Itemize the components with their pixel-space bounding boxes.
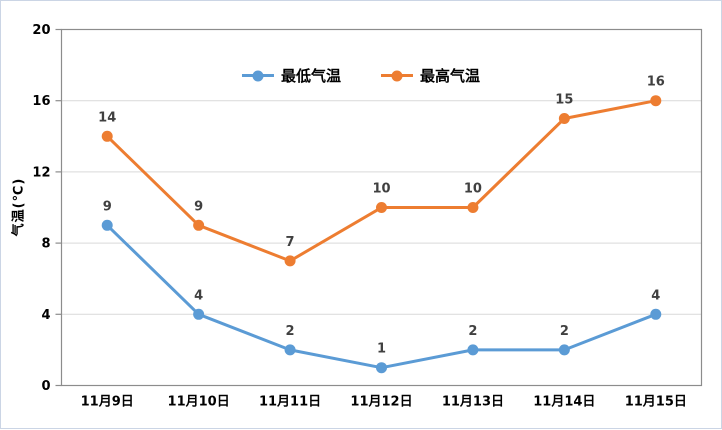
data-point-label: 7 — [286, 235, 295, 250]
data-point-marker — [650, 308, 662, 320]
data-point-marker — [558, 344, 570, 356]
y-tick-label: 8 — [41, 237, 50, 252]
y-tick-label: 12 — [32, 165, 50, 180]
legend-item-min-temp: 最低气温 — [241, 65, 341, 86]
data-point-label: 10 — [464, 182, 482, 197]
data-point-label: 14 — [98, 110, 116, 125]
legend: 最低气温 最高气温 — [241, 65, 480, 86]
data-point-marker — [193, 219, 205, 231]
x-category-label: 11月10日 — [168, 395, 230, 410]
legend-item-max-temp: 最高气温 — [381, 65, 480, 86]
y-axis-title: 气温(℃) — [11, 177, 27, 237]
data-point-marker — [101, 219, 113, 231]
y-tick-label: 20 — [32, 23, 50, 38]
data-point-marker — [467, 344, 479, 356]
data-point-label: 9 — [103, 199, 112, 214]
legend-label-max-temp: 最高气温 — [420, 67, 481, 85]
data-point-marker — [101, 130, 113, 142]
data-point-marker — [650, 95, 662, 107]
x-category-label: 11月13日 — [442, 395, 504, 410]
data-point-label: 10 — [372, 182, 390, 197]
data-point-marker — [376, 202, 387, 213]
data-point-label: 4 — [194, 288, 203, 303]
data-point-label: 15 — [555, 93, 573, 108]
x-category-label: 11月15日 — [625, 395, 687, 410]
line-marker-icon — [381, 70, 413, 82]
legend-dot — [391, 70, 403, 81]
data-point-marker — [284, 255, 296, 267]
y-tick-label: 16 — [32, 94, 50, 109]
data-point-label: 9 — [194, 199, 203, 214]
x-category-label: 11月11日 — [259, 395, 321, 410]
legend-label-min-temp: 最低气温 — [280, 67, 341, 85]
legend-dot — [252, 70, 264, 81]
plot-border — [60, 28, 703, 387]
line-marker-icon — [241, 70, 274, 82]
data-point-label: 2 — [560, 324, 569, 339]
data-point-marker — [376, 362, 387, 374]
data-point-marker — [467, 202, 479, 213]
data-point-marker — [558, 113, 570, 124]
x-category-label: 11月12日 — [350, 395, 412, 410]
y-tick-label: 0 — [41, 379, 50, 394]
data-point-label: 1 — [377, 342, 386, 357]
data-point-label: 2 — [286, 324, 295, 339]
data-point-label: 16 — [647, 75, 665, 90]
data-point-marker — [193, 308, 205, 320]
data-point-marker — [284, 344, 296, 356]
y-tick-label: 4 — [41, 308, 50, 323]
data-point-label: 2 — [468, 324, 477, 339]
data-point-label: 4 — [651, 288, 660, 303]
x-category-label: 11月9日 — [81, 395, 134, 410]
x-category-label: 11月14日 — [533, 395, 595, 410]
